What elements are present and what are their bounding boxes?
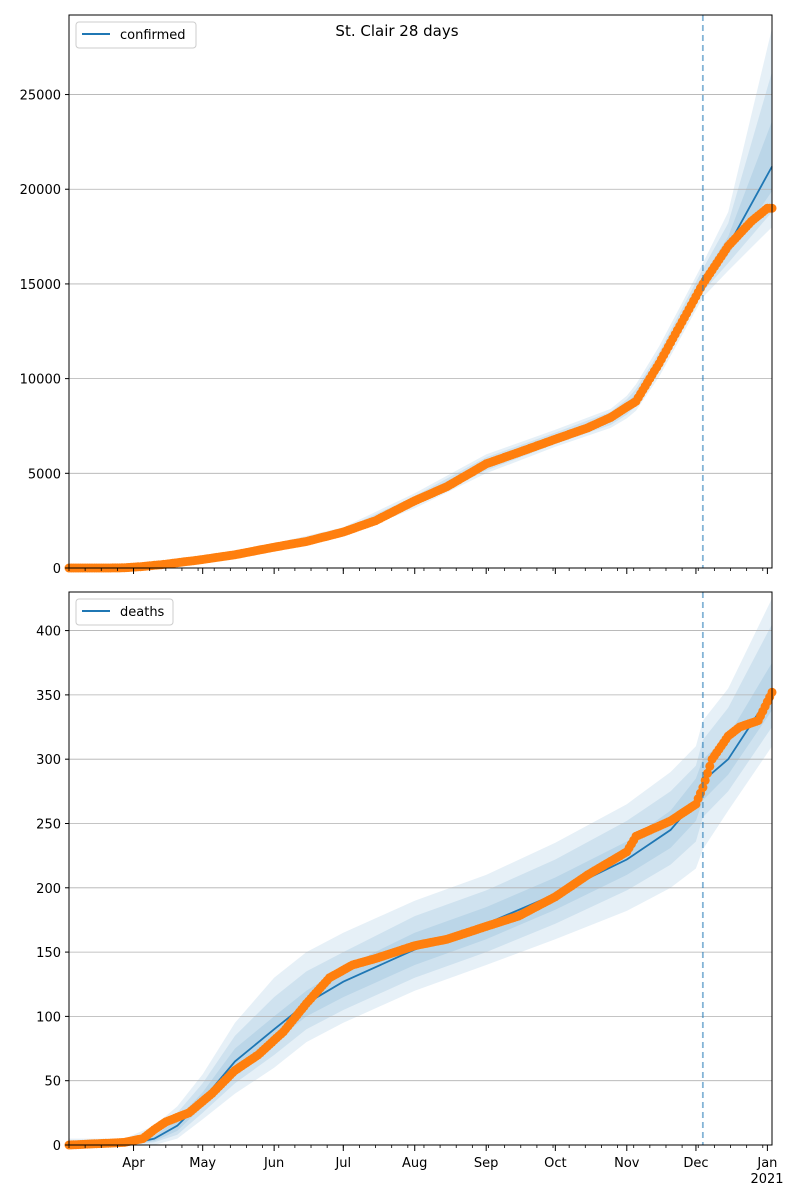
deaths-ytick-label: 350	[36, 689, 61, 704]
deaths-ytick-label: 50	[44, 1075, 61, 1090]
deaths-axes-frame	[68, 591, 773, 1146]
confirmed-bands	[69, 28, 772, 569]
deaths-year-label: 2021	[750, 1172, 783, 1187]
deaths-xtick-label: Aug	[402, 1156, 427, 1171]
deaths-xtick-label: Sep	[474, 1156, 499, 1171]
confirmed-y-ticks: 0 5000 10000 15000 20000 25000	[20, 89, 69, 577]
deaths-xtick-label: Jun	[263, 1156, 284, 1171]
deaths-ytick-label: 100	[36, 1010, 61, 1025]
confirmed-ytick-label: 15000	[20, 278, 61, 293]
deaths-legend-box	[75, 598, 174, 626]
confirmed-ytick-label: 25000	[20, 89, 61, 104]
confirmed-gridlines	[69, 94, 772, 474]
confirmed-legend-label: confirmed	[120, 28, 186, 43]
deaths-x-ticks: Apr May Jun Jul Aug Sep Oct Nov Dec Jan	[68, 1145, 777, 1171]
deaths-ytick-label: 250	[36, 817, 61, 832]
deaths-band-0	[69, 598, 772, 1145]
confirmed-axes-frame	[68, 14, 773, 569]
deaths-xtick-label: May	[189, 1156, 216, 1171]
deaths-y-ticks: 0 50 100 150 200 250 300 350 400	[36, 625, 69, 1154]
confirmed-ytick-label: 5000	[28, 467, 61, 482]
confirmed-band-0	[69, 28, 772, 569]
deaths-panel: 0 50 100 150 200 250 300 350 400 Apr May Jun Jul Aug…	[36, 591, 784, 1187]
deaths-band-1	[69, 624, 772, 1145]
confirmed-model-line	[68, 166, 773, 569]
confirmed-observed-points	[64, 203, 777, 573]
deaths-observed-point	[705, 761, 715, 771]
confirmed-ytick-label: 20000	[20, 183, 61, 198]
deaths-xtick-label: Nov	[614, 1156, 640, 1171]
deaths-ytick-label: 300	[36, 753, 61, 768]
deaths-bands	[69, 598, 772, 1145]
deaths-xtick-label: Dec	[683, 1156, 708, 1171]
deaths-legend: deaths	[75, 598, 174, 626]
deaths-observed-points	[64, 687, 777, 1150]
confirmed-legend: confirmed	[75, 21, 197, 49]
deaths-ytick-label: 0	[53, 1139, 61, 1154]
confirmed-panel: 0 5000 10000 15000 20000 25000 confirmed	[20, 14, 777, 577]
deaths-legend-label: deaths	[120, 605, 165, 620]
deaths-observed-point	[703, 768, 712, 778]
figure-title: St. Clair 28 days	[335, 22, 458, 40]
confirmed-legend-box	[75, 21, 197, 49]
deaths-xtick-label: Oct	[544, 1156, 566, 1171]
deaths-ytick-label: 200	[36, 882, 61, 897]
deaths-ytick-label: 400	[36, 625, 61, 640]
deaths-ytick-label: 150	[36, 946, 61, 961]
deaths-xtick-label: Jul	[334, 1156, 351, 1171]
confirmed-x-ticks	[68, 568, 768, 574]
confirmed-model-line-group	[68, 166, 773, 569]
deaths-xtick-label: Jan	[756, 1156, 777, 1171]
confirmed-ytick-label: 0	[53, 562, 61, 577]
confirmed-ytick-label: 10000	[20, 373, 61, 388]
deaths-xtick-label: Apr	[122, 1156, 145, 1171]
